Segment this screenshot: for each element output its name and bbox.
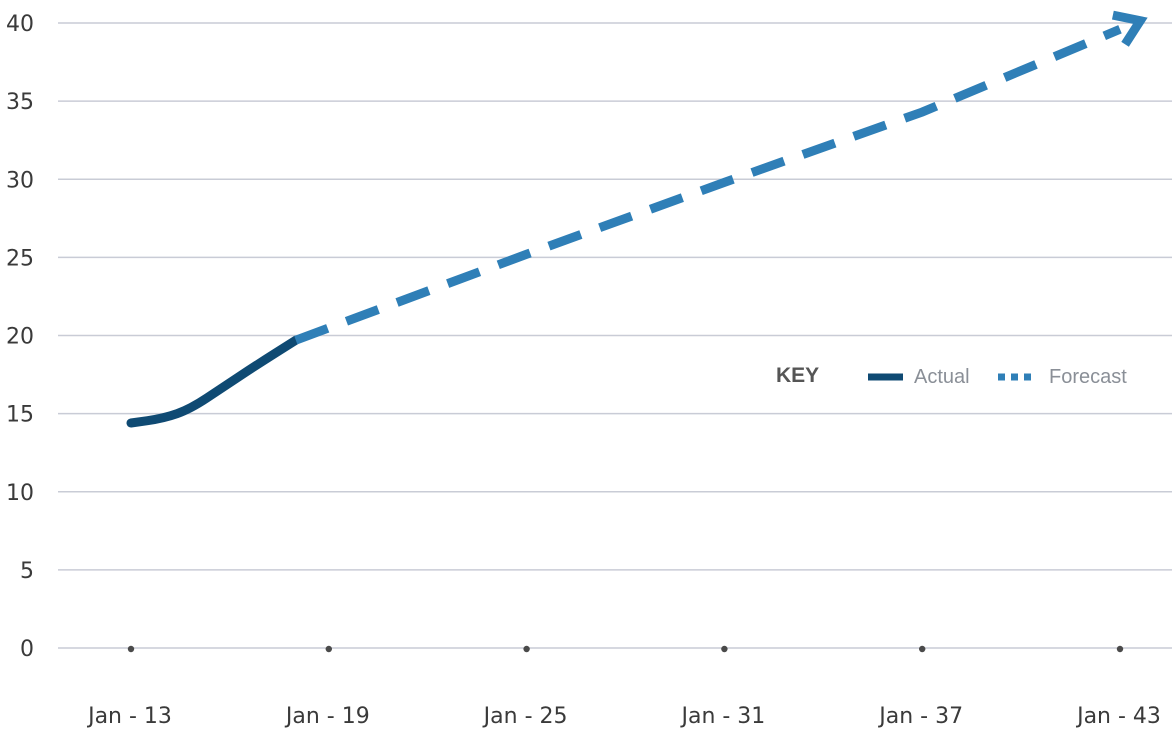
y-tick-label: 40 (6, 12, 34, 37)
x-tick-mark (1116, 645, 1124, 653)
y-tick-label: 15 (6, 403, 34, 428)
y-tick-label: 25 (6, 246, 34, 271)
y-tick-label: 5 (20, 559, 34, 584)
series-lines (126, 10, 1148, 428)
x-tick-label: Jan - 37 (877, 704, 963, 729)
x-tick-mark (919, 645, 926, 653)
series-line-forecast (294, 25, 1122, 345)
forecast-arrowhead (1111, 10, 1148, 47)
y-axis-ticks: 0 5 10 15 20 25 30 35 40 (6, 12, 34, 662)
y-tick-label: 30 (6, 168, 34, 193)
legend-actual-label: Actual (914, 366, 970, 388)
x-tick-mark (523, 645, 530, 653)
x-tick-mark (721, 645, 728, 653)
legend-forecast-label: Forecast (1049, 366, 1127, 388)
x-tick-label: Jan - 19 (284, 704, 370, 729)
x-tick-label: Jan - 25 (482, 704, 568, 729)
legend: KEY Actual Forecast (776, 364, 1127, 388)
y-tick-label: 10 (6, 481, 34, 506)
y-tick-label: 35 (6, 90, 34, 115)
y-tick-label: 20 (6, 325, 34, 350)
gridlines (58, 22, 1172, 649)
x-tick-label: Jan - 43 (1075, 704, 1161, 729)
x-tick-label: Jan - 31 (679, 704, 765, 729)
x-tick-label: Jan - 13 (86, 704, 172, 729)
series-line-actual (126, 335, 301, 428)
x-tick-mark (127, 645, 135, 653)
legend-title: KEY (776, 364, 819, 387)
x-tick-mark (325, 645, 332, 653)
x-axis-ticks: Jan - 13 Jan - 19 Jan - 25 Jan - 31 Jan - 37… (86, 645, 1161, 729)
y-tick-label: 0 (20, 637, 34, 662)
